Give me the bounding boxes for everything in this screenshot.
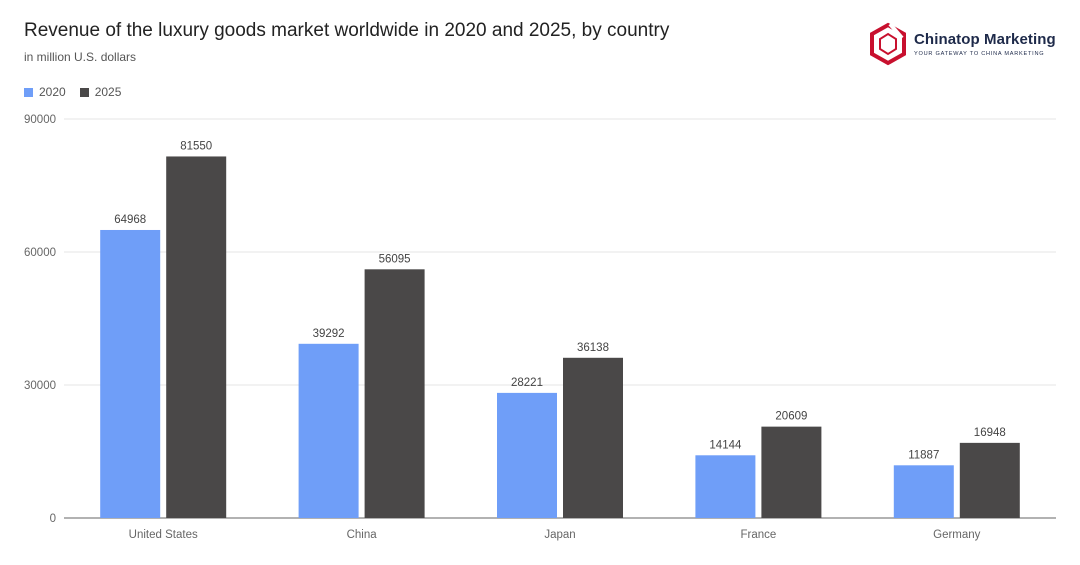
data-label: 14144 [709, 439, 742, 451]
data-label: 11887 [908, 449, 939, 461]
bar-2025 [364, 269, 425, 518]
bar-2020 [298, 343, 359, 518]
legend-label-2025: 2025 [94, 85, 122, 99]
data-label: 28221 [511, 377, 543, 389]
data-label: 81550 [180, 140, 212, 152]
chart-subtitle: in million U.S. dollars [24, 50, 137, 64]
chart-title: Revenue of the luxury goods market world… [24, 20, 670, 41]
legend-item-2020[interactable]: 2020 [24, 85, 66, 99]
data-label: 16948 [974, 427, 1006, 439]
data-label: 20609 [775, 411, 807, 423]
logo-tagline: YOUR GATEWAY TO CHINA MARKETING [914, 51, 1045, 57]
bar-2020 [695, 455, 756, 518]
brand-logo: Chinatop Marketing YOUR GATEWAY TO CHINA… [868, 22, 1068, 66]
data-label: 64968 [114, 214, 146, 226]
x-tick-label: United States [129, 529, 198, 541]
x-tick-label: France [741, 529, 777, 541]
bar-2025 [959, 442, 1020, 518]
data-label: 36138 [577, 342, 609, 354]
bar-2025 [761, 426, 822, 518]
y-tick-label: 30000 [24, 380, 56, 392]
y-tick-label: 0 [50, 513, 56, 525]
x-tick-label: Japan [544, 529, 575, 541]
logo-name: Chinatop Marketing [914, 31, 1056, 48]
logo-mark-icon [870, 22, 906, 66]
legend-item-2025[interactable]: 2025 [79, 85, 122, 99]
legend-label-2020: 2020 [39, 85, 66, 99]
y-tick-label: 60000 [24, 247, 56, 259]
bar-2025 [166, 156, 227, 518]
x-tick-label: Germany [933, 529, 981, 541]
bar-2025 [563, 357, 623, 518]
chart-legend: 2020 2025 [24, 85, 121, 99]
legend-swatch-2025 [79, 87, 89, 97]
y-tick-label: 90000 [24, 114, 56, 126]
bar-2020 [497, 392, 557, 518]
legend-swatch-2020 [24, 87, 33, 97]
bar-2020 [893, 465, 954, 518]
x-tick-label: China [347, 529, 378, 541]
data-label: 56095 [379, 253, 411, 265]
bar-2020 [100, 229, 161, 518]
data-label: 39292 [313, 328, 345, 340]
